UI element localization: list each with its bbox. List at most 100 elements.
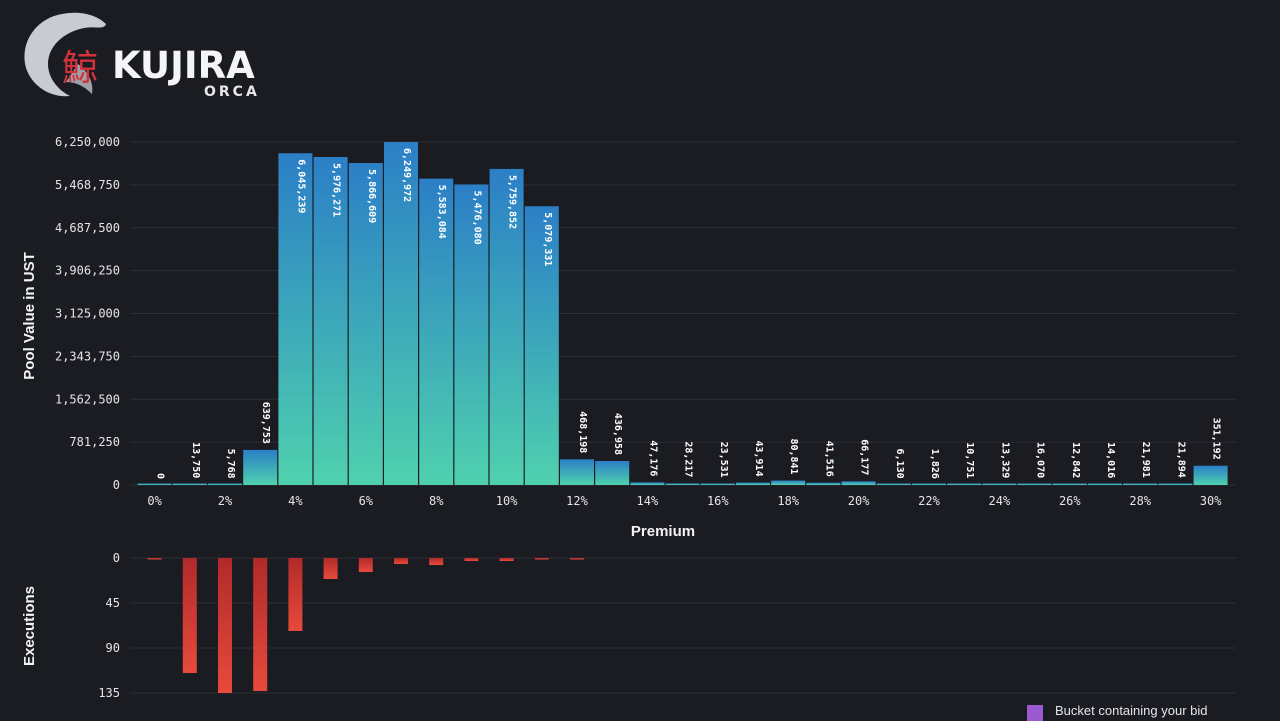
- pool-bar-label: 6,045,239: [295, 159, 306, 213]
- executions-bar: [253, 558, 268, 691]
- pool-x-tick-label: 30%: [1200, 494, 1222, 508]
- executions-bar: [182, 558, 197, 673]
- whale-logo-icon: [24, 12, 106, 97]
- pool-bar-label: 21,894: [1175, 442, 1186, 478]
- pool-bar-label: 28,217: [683, 441, 694, 477]
- pool-x-tick-label: 2%: [218, 494, 233, 508]
- pool-bar-label: 14,016: [1105, 442, 1116, 478]
- pool-x-tick-label: 10%: [496, 494, 518, 508]
- pool-bar: [982, 483, 1017, 485]
- pool-bar-label: 47,176: [647, 440, 658, 476]
- pool-y-tick-label: 5,468,750: [55, 178, 120, 192]
- executions-bar: [323, 558, 338, 579]
- pool-bar-label: 639,753: [260, 402, 271, 444]
- pool-bar-label: 436,958: [612, 413, 623, 455]
- pool-bar: [313, 157, 348, 485]
- executions-bar: [570, 558, 584, 560]
- pool-bars: [137, 142, 1228, 486]
- legend-swatch: [1027, 705, 1043, 721]
- pool-y-tick-label: 6,250,000: [55, 135, 120, 149]
- pool-bar: [454, 184, 489, 486]
- pool-bar: [1123, 483, 1158, 485]
- pool-bar-label: 468,198: [577, 411, 588, 453]
- pool-bar: [841, 481, 876, 485]
- pool-bar: [278, 153, 313, 485]
- pool-bar: [560, 459, 594, 485]
- pool-bar: [771, 480, 806, 485]
- pool-y-tick-label: 4,687,500: [55, 221, 120, 235]
- pool-bar: [137, 483, 172, 485]
- pool-bar: [630, 482, 665, 485]
- pool-bar: [947, 483, 982, 485]
- pool-x-tick-label: 28%: [1129, 494, 1151, 508]
- pool-bar: [1017, 483, 1052, 485]
- pool-y-tick-label: 781,250: [69, 435, 120, 449]
- pool-bar: [806, 482, 841, 485]
- brand-product: ORCA: [204, 84, 260, 100]
- pool-y-axis: 0 781,250 1,562,500 2,343,750 3,125,000 3,906…: [55, 135, 120, 492]
- executions-bar: [358, 558, 373, 572]
- pool-y-tick-label: 2,343,750: [55, 349, 120, 363]
- executions-gridlines: [130, 557, 1236, 694]
- legend-label: Bucket containing your bid: [1055, 703, 1208, 718]
- pool-x-tick-label: 0%: [147, 494, 162, 508]
- executions-bar: [429, 558, 444, 565]
- pool-bar-label: 43,914: [753, 440, 764, 476]
- pool-bar: [348, 163, 383, 485]
- pool-bar: [1193, 465, 1228, 485]
- pool-x-tick-label: 22%: [918, 494, 940, 508]
- pool-bar-label: 12,842: [1070, 442, 1081, 478]
- pool-y-tick-label: 1,562,500: [55, 392, 120, 406]
- pool-bar-label: 1,826: [929, 449, 940, 479]
- pool-bar: [489, 168, 524, 485]
- executions-y-axis: 0 45 90 135: [98, 551, 120, 700]
- pool-x-tick-label: 14%: [637, 494, 659, 508]
- pool-x-tick-label: 6%: [359, 494, 374, 508]
- executions-y-axis-title: Executions: [21, 586, 38, 666]
- pool-bar: [912, 483, 946, 485]
- pool-bar-label: 16,070: [1035, 442, 1046, 478]
- pool-bar: [700, 483, 735, 485]
- pool-bar-label: 13,750: [190, 442, 201, 478]
- pool-bar-label: 5,583,084: [436, 185, 447, 239]
- pool-x-tick-label: 8%: [429, 494, 444, 508]
- executions-bar: [499, 558, 514, 561]
- executions-bars: [147, 558, 584, 693]
- pool-bar: [595, 461, 630, 485]
- kujira-orca-logo: 鯨 KUJIRA ORCA: [24, 12, 260, 100]
- pool-bar: [524, 206, 559, 485]
- pool-x-tick-label: 18%: [777, 494, 799, 508]
- pool-x-tick-label: 4%: [288, 494, 303, 508]
- executions-bar: [218, 558, 232, 693]
- pool-bar: [243, 449, 278, 485]
- executions-y-tick-label: 90: [106, 641, 120, 655]
- executions-bar: [288, 558, 303, 631]
- pool-x-axis-title: Premium: [631, 523, 695, 540]
- pool-bar: [384, 142, 418, 486]
- executions-y-tick-label: 135: [98, 686, 120, 700]
- pool-bar: [419, 178, 454, 486]
- pool-bar-label: 5,866,609: [366, 169, 377, 223]
- whale-tail-icon: [66, 64, 93, 94]
- pool-bar: [876, 483, 911, 485]
- pool-bar-label: 5,976,271: [331, 163, 342, 217]
- pool-x-tick-label: 24%: [989, 494, 1011, 508]
- pool-bar-label: 21,981: [1140, 442, 1151, 478]
- pool-bar: [1088, 483, 1122, 485]
- pool-bar: [208, 483, 242, 485]
- executions-y-tick-label: 45: [106, 596, 120, 610]
- pool-x-tick-label: 26%: [1059, 494, 1081, 508]
- pool-y-tick-label: 0: [113, 478, 120, 492]
- pool-bar-label: 41,516: [823, 441, 834, 477]
- pool-bar-label: 351,192: [1211, 418, 1222, 460]
- pool-bar: [1158, 483, 1193, 485]
- pool-y-tick-label: 3,125,000: [55, 307, 120, 321]
- executions-bar: [534, 558, 549, 560]
- executions-bar: [147, 558, 162, 560]
- pool-bar-label: 5,476,080: [471, 190, 482, 244]
- pool-x-axis: 0% 2% 4% 6% 8% 10% 12% 14% 16% 18% 20% 22% 24% 26% 28%…: [147, 494, 1222, 508]
- pool-bar-label: 5,768: [225, 449, 236, 479]
- executions-bar: [394, 558, 408, 564]
- pool-x-tick-label: 20%: [848, 494, 870, 508]
